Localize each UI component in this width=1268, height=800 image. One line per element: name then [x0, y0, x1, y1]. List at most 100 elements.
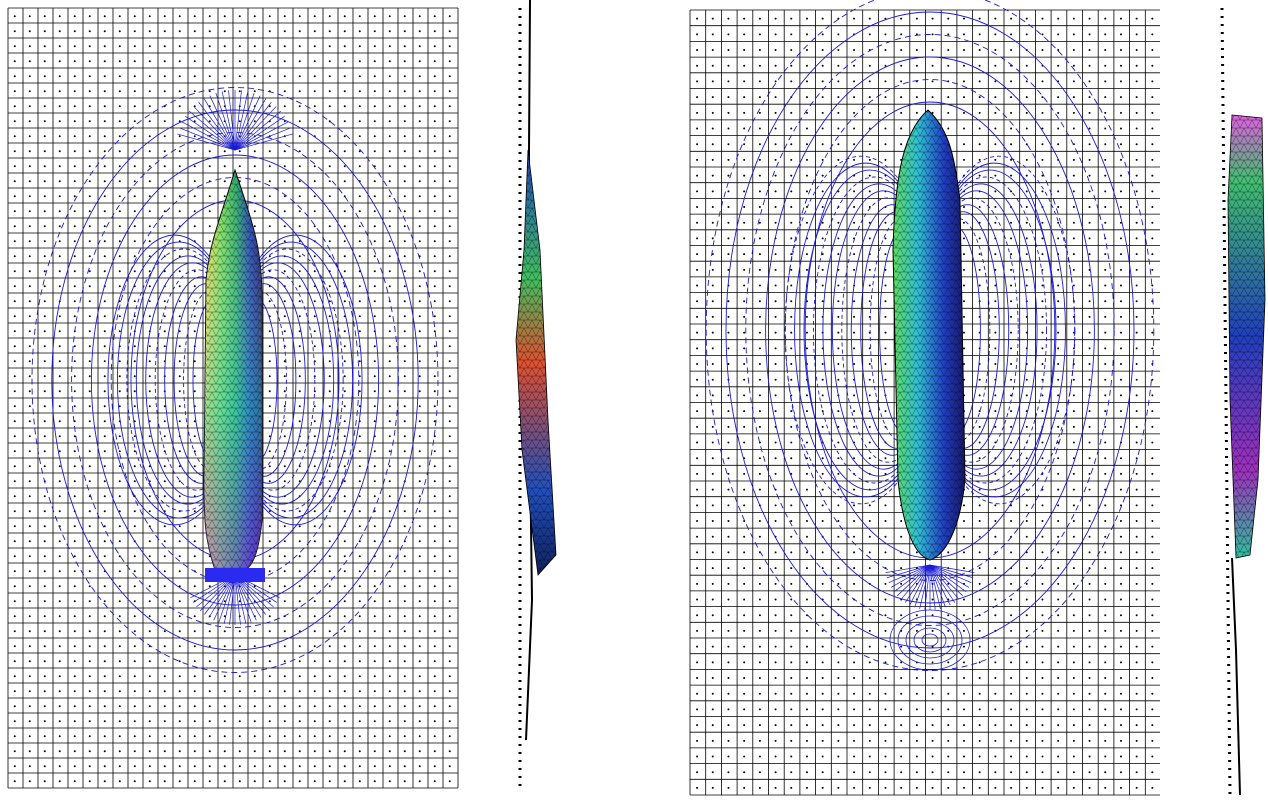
mesh-node [209, 75, 211, 77]
body-mesh [204, 170, 262, 572]
mesh-node [712, 300, 714, 302]
mesh-node [1151, 332, 1153, 334]
mesh-node [853, 661, 855, 663]
mesh-node [104, 300, 106, 302]
mesh-node [374, 195, 376, 197]
mesh-node [164, 330, 166, 332]
mesh-node [727, 363, 729, 365]
mesh-node [884, 771, 886, 773]
mesh-node [149, 585, 151, 587]
mesh-node [89, 405, 91, 407]
mesh-node [743, 787, 745, 789]
mesh-node [119, 90, 121, 92]
mesh-node [837, 285, 839, 287]
mesh-node [759, 771, 761, 773]
mesh-node [853, 80, 855, 82]
mesh-node [179, 45, 181, 47]
mesh-node [994, 394, 996, 396]
mesh-node [1041, 724, 1043, 726]
mesh-node [269, 180, 271, 182]
mesh-node [449, 750, 451, 752]
mesh-node [164, 645, 166, 647]
mesh-node [134, 180, 136, 182]
mesh-node [1041, 316, 1043, 318]
mesh-node [837, 316, 839, 318]
mesh-node [419, 30, 421, 32]
mesh-node [419, 435, 421, 437]
mesh-node [712, 206, 714, 208]
mesh-node [284, 420, 286, 422]
mesh-node [344, 480, 346, 482]
mesh-node [712, 49, 714, 51]
mesh-node [806, 473, 808, 475]
mesh-node [932, 693, 934, 695]
mesh-node [916, 693, 918, 695]
mesh-node [712, 771, 714, 773]
mesh-node [89, 285, 91, 287]
mesh-node [994, 756, 996, 758]
mesh-node [374, 270, 376, 272]
mesh-node [1120, 316, 1122, 318]
mesh-node [775, 583, 777, 585]
mesh-node [743, 49, 745, 51]
mesh-node [1136, 285, 1138, 287]
mesh-node [389, 720, 391, 722]
mesh-node [374, 630, 376, 632]
mesh-node [164, 600, 166, 602]
mesh-node [344, 585, 346, 587]
mesh-node [775, 708, 777, 710]
mesh-node [963, 269, 965, 271]
mesh-node [134, 90, 136, 92]
mesh-node [224, 645, 226, 647]
mesh-node [134, 525, 136, 527]
mesh-node [134, 255, 136, 257]
mesh-node [119, 450, 121, 452]
mesh-node [194, 45, 196, 47]
mesh-node [29, 780, 31, 782]
mesh-node [712, 269, 714, 271]
mesh-node [59, 135, 61, 137]
mesh-node [775, 614, 777, 616]
mesh-node [119, 765, 121, 767]
mesh-node [1089, 426, 1091, 428]
mesh-node [1041, 237, 1043, 239]
mesh-node [775, 159, 777, 161]
mesh-node [712, 112, 714, 114]
mesh-node [404, 180, 406, 182]
mesh-node [1136, 473, 1138, 475]
mesh-node [134, 345, 136, 347]
mesh-node [164, 30, 166, 32]
mesh-node [89, 480, 91, 482]
mesh-node [806, 567, 808, 569]
mesh-node [284, 735, 286, 737]
mesh-node [119, 15, 121, 17]
mesh-node [434, 300, 436, 302]
mesh-node [696, 394, 698, 396]
mesh-node [269, 420, 271, 422]
mesh-node [14, 30, 16, 32]
mesh-node [806, 49, 808, 51]
mesh-node [314, 555, 316, 557]
mesh-node [696, 551, 698, 553]
mesh-node [1089, 80, 1091, 82]
mesh-node [1136, 677, 1138, 679]
mesh-node [404, 555, 406, 557]
mesh-node [775, 128, 777, 130]
mesh-node [712, 473, 714, 475]
mesh-node [104, 75, 106, 77]
mesh-node [419, 120, 421, 122]
mesh-node [853, 756, 855, 758]
mesh-node [712, 128, 714, 130]
mesh-node [89, 615, 91, 617]
mesh-node [134, 735, 136, 737]
mesh-node [1041, 756, 1043, 758]
mesh-node [164, 180, 166, 182]
mesh-node [696, 740, 698, 742]
mesh-node [790, 410, 792, 412]
mesh-node [1104, 80, 1106, 82]
mesh-node [29, 495, 31, 497]
mesh-node [344, 720, 346, 722]
mesh-node [329, 195, 331, 197]
mesh-node [374, 180, 376, 182]
mesh-node [59, 285, 61, 287]
